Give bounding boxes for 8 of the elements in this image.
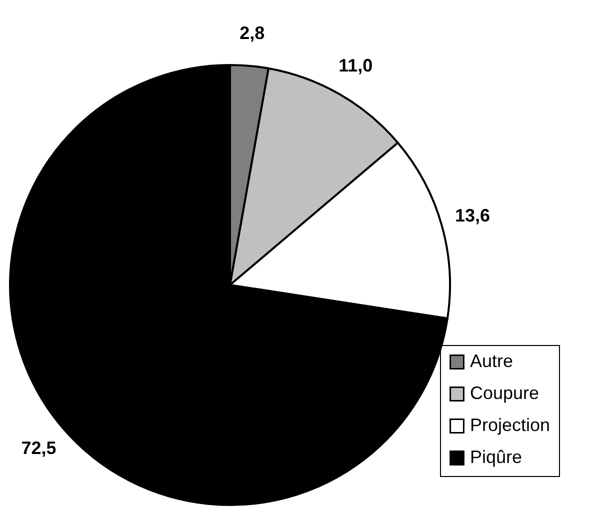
legend-label: Projection	[470, 415, 550, 435]
data-label: 2,8	[240, 22, 265, 43]
data-label: 11,0	[338, 56, 373, 76]
legend-label: Piqûre	[470, 447, 522, 467]
data-label: 13,6	[454, 206, 490, 226]
data-label: 72,5	[21, 438, 56, 458]
legend-label: Coupure	[470, 383, 540, 403]
legend-label: Autre	[470, 351, 514, 371]
